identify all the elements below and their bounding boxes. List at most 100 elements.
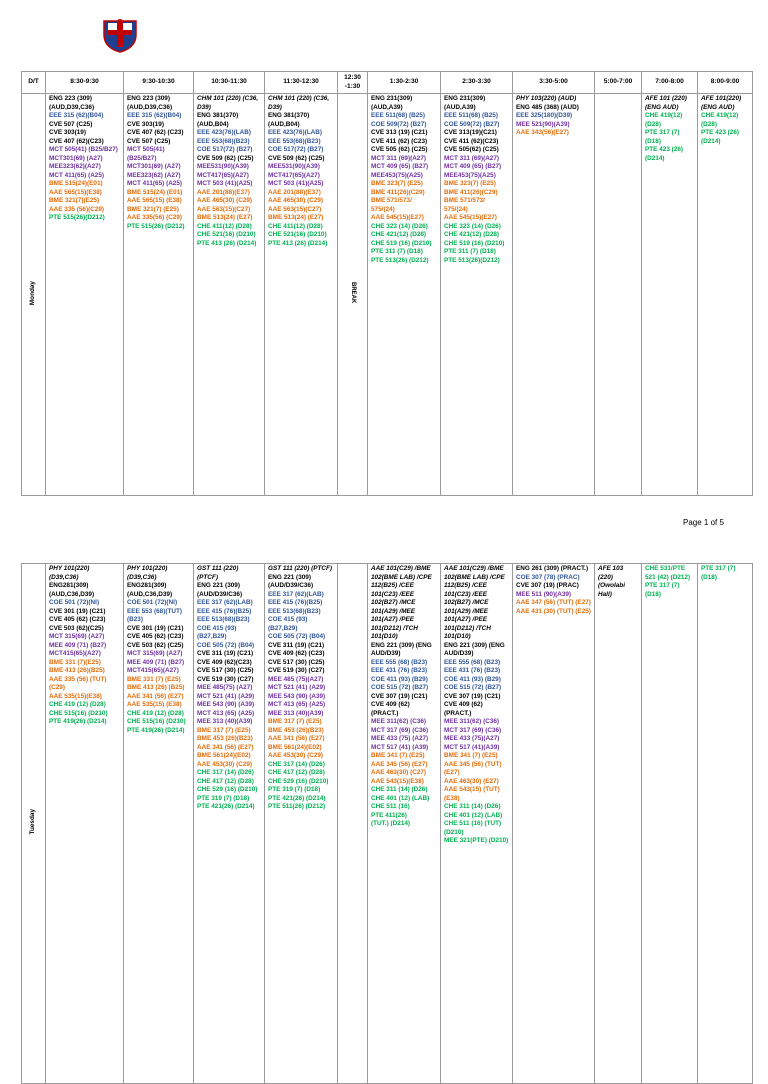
course-entry: AAE 563(15)(C27) xyxy=(197,205,251,213)
course-entry: PHY 101(220) (D39,C36) xyxy=(49,565,90,581)
course-entry: MEE531(90)(A39) xyxy=(197,163,249,170)
course-entry: EEE 317 (62)(LAB) xyxy=(268,590,324,598)
column-header: 3:30-5:00 xyxy=(512,71,595,94)
course-entry: AAE 465(30) (C29) xyxy=(197,197,253,204)
course-entry: CHE 529 (16) (D210) xyxy=(268,777,329,785)
course-entry: COE 411 (93) (B29) xyxy=(444,675,501,683)
course-entry: COE 517(72) (B27) xyxy=(268,146,324,153)
course-entry: ENG 381(370) (AUD,B04) xyxy=(268,112,310,128)
day-row: Tuesday PHY 101(220) (D39,C36) ENG281(309)… xyxy=(21,563,753,1084)
course-entry: CVE 409 (62) (C23) xyxy=(268,650,325,657)
course-entry: CHE 511 (16) (TUT)(D210) xyxy=(444,820,502,836)
slot-cell: CHM 101 (220) (C36, D39) ENG 381(370) (AU… xyxy=(193,93,265,496)
course-entry: PTE 513(26)(D212) xyxy=(444,256,500,264)
course-entry: AAE 201(88)(E37) xyxy=(197,188,250,196)
course-entry: PTE 515(26)(D212) xyxy=(49,214,105,221)
course-entry: COE 501 (72)(NI) xyxy=(49,599,100,606)
course-entry: AAE 543(15) (TUT)(E38) xyxy=(444,786,500,802)
course-entry: CHE 419 (12) (D28) xyxy=(49,701,106,708)
course-entry: MCT 315(69) (A27) xyxy=(49,633,105,640)
course-entry: AAE 101(C29) /BME 102(BME LAB) /CPE 112(… xyxy=(371,565,432,640)
course-entry: ENG 221 (309) (AUD/D39/C36) xyxy=(268,573,314,590)
course-entry: MCT 411(65) (A25) xyxy=(49,171,105,179)
course-entry: CVE 405 (62) (C23) xyxy=(49,616,106,623)
course-entry: CHE 323 (14) (D26) xyxy=(444,222,501,230)
course-entry: CVE 311 (19) (C21) xyxy=(197,650,254,657)
course-entry: CHE 521(16) (D210) xyxy=(268,231,327,238)
course-entry: PTE 311 (7) (D18) xyxy=(444,248,496,255)
course-entry: PHY 103(220) (AUD) xyxy=(516,95,577,102)
course-entry: MCT 315(69) (A27) xyxy=(127,650,183,657)
course-entry: AAE 545(15)(E27) xyxy=(371,214,424,221)
course-entry: PTE 421(26) (D214) xyxy=(197,803,255,810)
course-entry: CHE 419(12) (D28) xyxy=(645,112,683,128)
course-entry: AAE 431 (30) (TUT) (E25) xyxy=(516,607,591,615)
course-entry: AAE 463(30) (E27) xyxy=(444,777,499,785)
course-entry: MEE323(62)(A27) xyxy=(49,163,101,170)
course-entry: MCT 413 (65) (A25) xyxy=(197,709,255,717)
course-entry: MEE 409 (71) (B27) xyxy=(127,658,185,666)
course-entry: AFE 101(220) (ENG AUD) xyxy=(701,95,742,111)
course-entry: MCT 311 (69)(A27) xyxy=(444,154,500,162)
course-entry: AAE 341 (56) (E27) xyxy=(268,735,325,742)
slot-cell: CHE 531/PTE 521 (42) (D212) PTE 317 (7) (… xyxy=(641,563,698,1084)
course-entry: AAE 545(15)(E27) xyxy=(444,214,497,221)
slot-cell: AFE 101(220) (ENG AUD) CHE 419(12) (D28) P… xyxy=(697,93,753,496)
column-header: 2:30-3:30 xyxy=(440,71,513,94)
course-entry: CVE 313(19)(C21) xyxy=(444,129,497,136)
course-entry: CHM 101 (220) (C36, D39) xyxy=(197,95,259,111)
slot-cell: GST 111 (220) (PTCF) ENG 221 (309) (AUD/D… xyxy=(193,563,265,1084)
course-entry: CHE 417 (12) (D28) xyxy=(197,777,254,785)
course-entry: ENG 485 (368) (AUD) xyxy=(516,103,579,111)
course-entry: PTE 411(26) xyxy=(371,811,407,819)
course-entry: MCT415(65)(A27) xyxy=(127,667,179,674)
course-entry: ENG 221 (309) (ENG AUD/D39) xyxy=(444,641,505,658)
course-entry: CVE 507 (C25) xyxy=(49,120,93,128)
course-entry: CVE 409 (62)(C23) xyxy=(197,658,252,666)
course-entry: COE 415 (93) (B27,B29) xyxy=(268,616,308,632)
course-entry: CHE 515(16) (D210) xyxy=(127,718,186,725)
course-entry: CHE 529 (16) (D210) xyxy=(197,786,258,793)
course-entry: COE 415 (93) (B27,B29) xyxy=(197,624,237,641)
course-entry: COE 411 (93) (B29) xyxy=(371,675,428,683)
course-entry: EEE 511(68) (B25) xyxy=(371,112,425,119)
course-entry: AAE 565(15) (E38) xyxy=(127,197,182,204)
course-entry: CVE 301 (19) (C21) xyxy=(49,607,106,615)
course-entry: EEE 431 (76) (B23) xyxy=(371,667,428,674)
course-entry: AAE 343(56)(E27) xyxy=(516,129,569,136)
slot-cell: ENG 223 (309) (AUD,D39,C36) EEE 315 (62)(… xyxy=(123,93,194,496)
course-entry: CVE 407 (62) (C23) xyxy=(127,129,184,136)
course-entry: ENG 223 (309) (AUD,D39,C36) xyxy=(49,95,95,111)
course-entry: CVE 407 (62)(C23) xyxy=(49,137,104,145)
course-entry: BME 453 (26)(B23) xyxy=(197,735,253,742)
course-entry: CHE 311 (14) (D26) xyxy=(371,786,428,793)
course-entry: ENG 231(309) (AUD,A39) xyxy=(444,95,486,111)
course-entry: CVE 311 (19) (C21) xyxy=(268,641,325,649)
course-entry: COE 307 (78) (PRAC) xyxy=(516,573,580,581)
course-entry: COE 509(72) (B27) xyxy=(371,120,427,128)
course-entry: BME 413 (26)(B25) xyxy=(49,667,105,674)
course-entry: PTE 421(26) (D214) xyxy=(268,794,326,802)
course-entry: BME 323(7) (E25) xyxy=(444,180,496,187)
course-entry: CHE 515(16) (D210) xyxy=(49,709,108,717)
course-entry: AAE 463(30) (C27) xyxy=(371,769,427,776)
course-entry: GST 111 (220) (PTCF) xyxy=(268,565,333,572)
course-entry: MCT 521 (41) (A29) xyxy=(197,692,255,700)
course-entry: BME 341 (7) (E25) xyxy=(444,752,498,759)
course-entry: AAE 453(30) (C29) xyxy=(268,752,324,759)
column-header: 1:30-2:30 xyxy=(367,71,441,94)
column-header: 9:30-10:30 xyxy=(123,71,194,94)
course-entry: EEE 553(68)(B23) xyxy=(268,137,321,145)
course-entry: MEE 313 (40)(A39) xyxy=(197,718,253,725)
column-header: 11:30-12:30 xyxy=(264,71,338,94)
course-entry: MEE 311(62) (C36) xyxy=(371,718,427,725)
course-entry: CVE 301 (19) (C21) xyxy=(127,624,184,632)
course-entry: PTE 515(26) (D212) xyxy=(127,222,185,230)
course-entry: CVE 307 (19) (C21) xyxy=(444,692,501,700)
course-entry: AFE 101 (220) (ENG AUD) xyxy=(645,95,687,111)
course-entry: EEE 513(68)(B23) xyxy=(268,607,321,615)
course-entry: BME 321(7) (E25) xyxy=(127,205,179,213)
column-header: 12:30 -1:30 xyxy=(337,71,368,94)
timetable: D/T 8:30-9:30 9:30-10:30 10:30-11:30 11:30-1… xyxy=(21,71,753,496)
course-entry: EEE 423(76)(LAB) xyxy=(268,129,322,136)
